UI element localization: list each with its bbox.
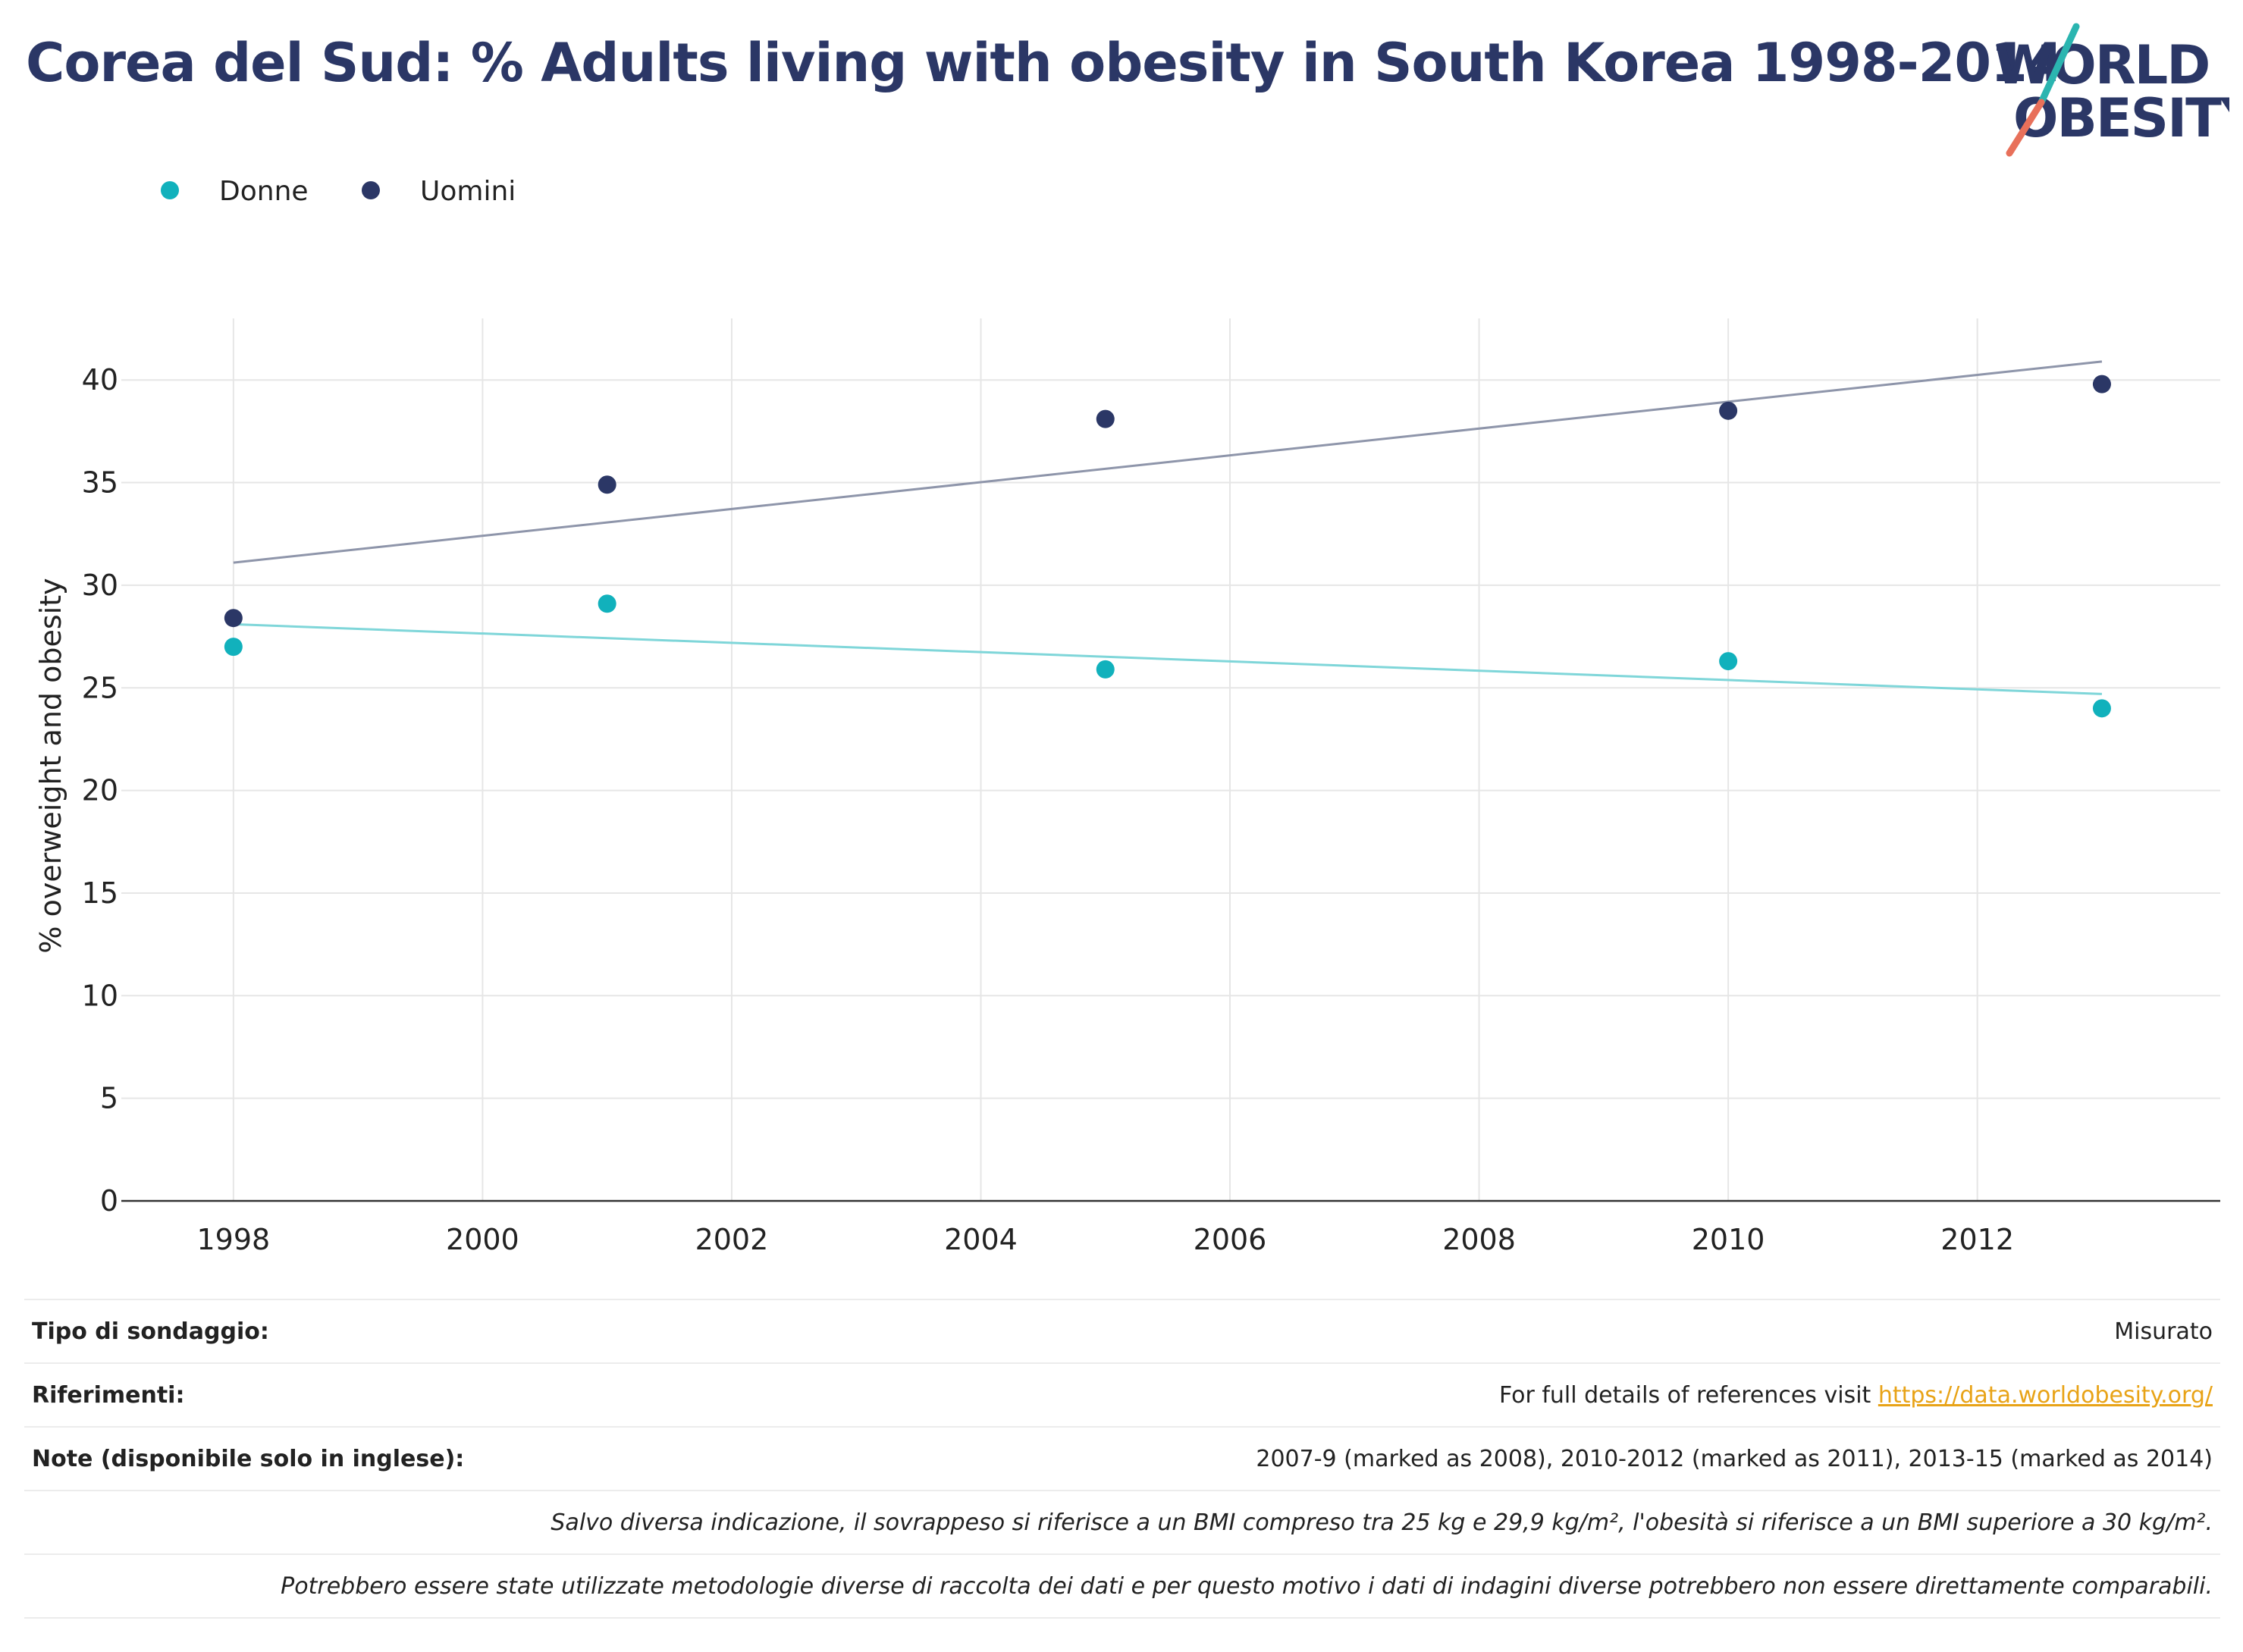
data-point-donne <box>1719 652 1738 671</box>
logo-text-obesity: OBESITY <box>2013 87 2229 149</box>
notes-label: Note (disponibile solo in inglese): <box>24 1426 717 1491</box>
y-tick-label: 30 <box>82 569 118 602</box>
logo-slash-teal <box>2038 23 2080 106</box>
info-table: Tipo di sondaggio: Misurato Riferimenti:… <box>24 1299 2220 1619</box>
logo-text-world: WORLD <box>1994 34 2209 96</box>
legend-label-donne: Donne <box>219 176 309 207</box>
info-row-survey: Tipo di sondaggio: Misurato <box>24 1299 2220 1364</box>
survey-type-label: Tipo di sondaggio: <box>24 1299 717 1364</box>
y-axis-ticks: 0 5 10 15 20 25 30 35 40 <box>82 363 118 1218</box>
info-row-references: Riferimenti: For full details of referen… <box>24 1362 2220 1428</box>
x-tick-label: 2006 <box>1194 1223 1267 1256</box>
x-tick-label: 1998 <box>196 1223 270 1256</box>
page-title: Corea del Sud: % Adults living with obes… <box>26 32 2064 94</box>
legend-marker-uomini <box>362 181 380 199</box>
trendline-donne <box>233 622 2102 695</box>
info-row-method-note: Potrebbero essere state utilizzate metod… <box>24 1553 2220 1619</box>
data-point-uomini <box>224 609 243 628</box>
y-axis-title: % overweight and obesity <box>34 578 67 953</box>
world-obesity-logo: WORLD OBESITY <box>1994 23 2229 157</box>
y-tick-label: 10 <box>82 979 118 1012</box>
y-tick-label: 0 <box>100 1184 118 1218</box>
data-point-donne <box>598 594 616 613</box>
x-tick-label: 2004 <box>944 1223 1018 1256</box>
info-row-notes: Note (disponibile solo in inglese): 2007… <box>24 1426 2220 1491</box>
logo-slash-coral <box>2006 99 2045 157</box>
y-tick-label: 40 <box>82 363 118 397</box>
bmi-note: Salvo diversa indicazione, il sovrappeso… <box>24 1490 2220 1555</box>
trendlines <box>233 360 2103 695</box>
info-row-bmi-note: Salvo diversa indicazione, il sovrappeso… <box>24 1490 2220 1555</box>
notes-value: 2007-9 (marked as 2008), 2010-2012 (mark… <box>717 1426 2220 1491</box>
data-point-donne <box>2092 699 2111 718</box>
references-value: For full details of references visit htt… <box>717 1362 2220 1428</box>
survey-type-value: Misurato <box>717 1299 2220 1364</box>
legend-marker-donne <box>161 181 179 199</box>
data-point-uomini <box>2092 375 2111 393</box>
legend-label-uomini: Uomini <box>420 176 516 207</box>
data-point-uomini <box>1719 401 1738 420</box>
grid <box>121 318 2220 1201</box>
y-tick-label: 5 <box>100 1082 118 1115</box>
references-text: For full details of references visit <box>1498 1381 1878 1409</box>
data-point-donne <box>1096 660 1115 679</box>
data-point-donne <box>224 638 243 657</box>
data-points <box>224 375 2111 718</box>
y-tick-label: 25 <box>82 671 118 704</box>
x-tick-label: 2000 <box>446 1223 519 1256</box>
x-tick-label: 2010 <box>1692 1223 1765 1256</box>
chart: Donne Uomini 1998 2000 2002 2004 2006 2008 201… <box>34 176 2220 1256</box>
methodology-note: Potrebbero essere state utilizzate metod… <box>24 1553 2220 1619</box>
data-point-uomini <box>1096 409 1115 428</box>
references-link[interactable]: https://data.worldobesity.org/ <box>1878 1381 2213 1409</box>
y-tick-label: 15 <box>82 876 118 910</box>
trendline-uomini <box>233 360 2103 564</box>
x-axis-ticks: 1998 2000 2002 2004 2006 2008 2010 2012 <box>196 1223 2014 1256</box>
x-tick-label: 2008 <box>1442 1223 1516 1256</box>
x-tick-label: 2012 <box>1940 1223 2014 1256</box>
y-tick-label: 20 <box>82 774 118 807</box>
y-tick-label: 35 <box>82 466 118 500</box>
legend: Donne Uomini <box>161 176 516 207</box>
references-label: Riferimenti: <box>24 1362 717 1428</box>
x-tick-label: 2002 <box>695 1223 769 1256</box>
data-point-uomini <box>598 475 616 494</box>
